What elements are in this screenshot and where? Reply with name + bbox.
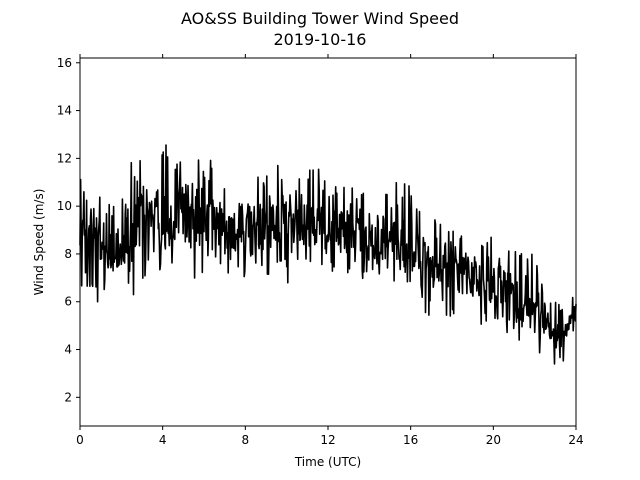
x-tick-label: 0 xyxy=(76,433,84,447)
plot-line-group xyxy=(79,144,577,365)
plot-frame xyxy=(79,57,577,427)
y-tick-label: 16 xyxy=(57,56,72,70)
x-tick-label: 20 xyxy=(486,433,501,447)
x-tick-label: 16 xyxy=(403,433,418,447)
x-tick-label: 4 xyxy=(159,433,167,447)
y-tick-label: 14 xyxy=(57,104,72,118)
y-tick-label: 8 xyxy=(64,247,72,261)
x-tick-label: 8 xyxy=(242,433,250,447)
y-axis-label: Wind Speed (m/s) xyxy=(32,189,46,296)
y-tick-label: 6 xyxy=(64,295,72,309)
x-axis-label: Time (UTC) xyxy=(294,455,361,469)
y-tick-label: 12 xyxy=(57,151,72,165)
y-tick-label: 2 xyxy=(64,390,72,404)
y-tick-label: 4 xyxy=(64,343,72,357)
chart-subtitle: 2019-10-16 xyxy=(274,30,367,49)
x-tick-label: 12 xyxy=(320,433,335,447)
x-tick-label: 24 xyxy=(568,433,583,447)
chart-title: AO&SS Building Tower Wind Speed xyxy=(181,9,459,28)
wind-speed-line xyxy=(79,144,577,365)
y-tick-label: 10 xyxy=(57,199,72,213)
